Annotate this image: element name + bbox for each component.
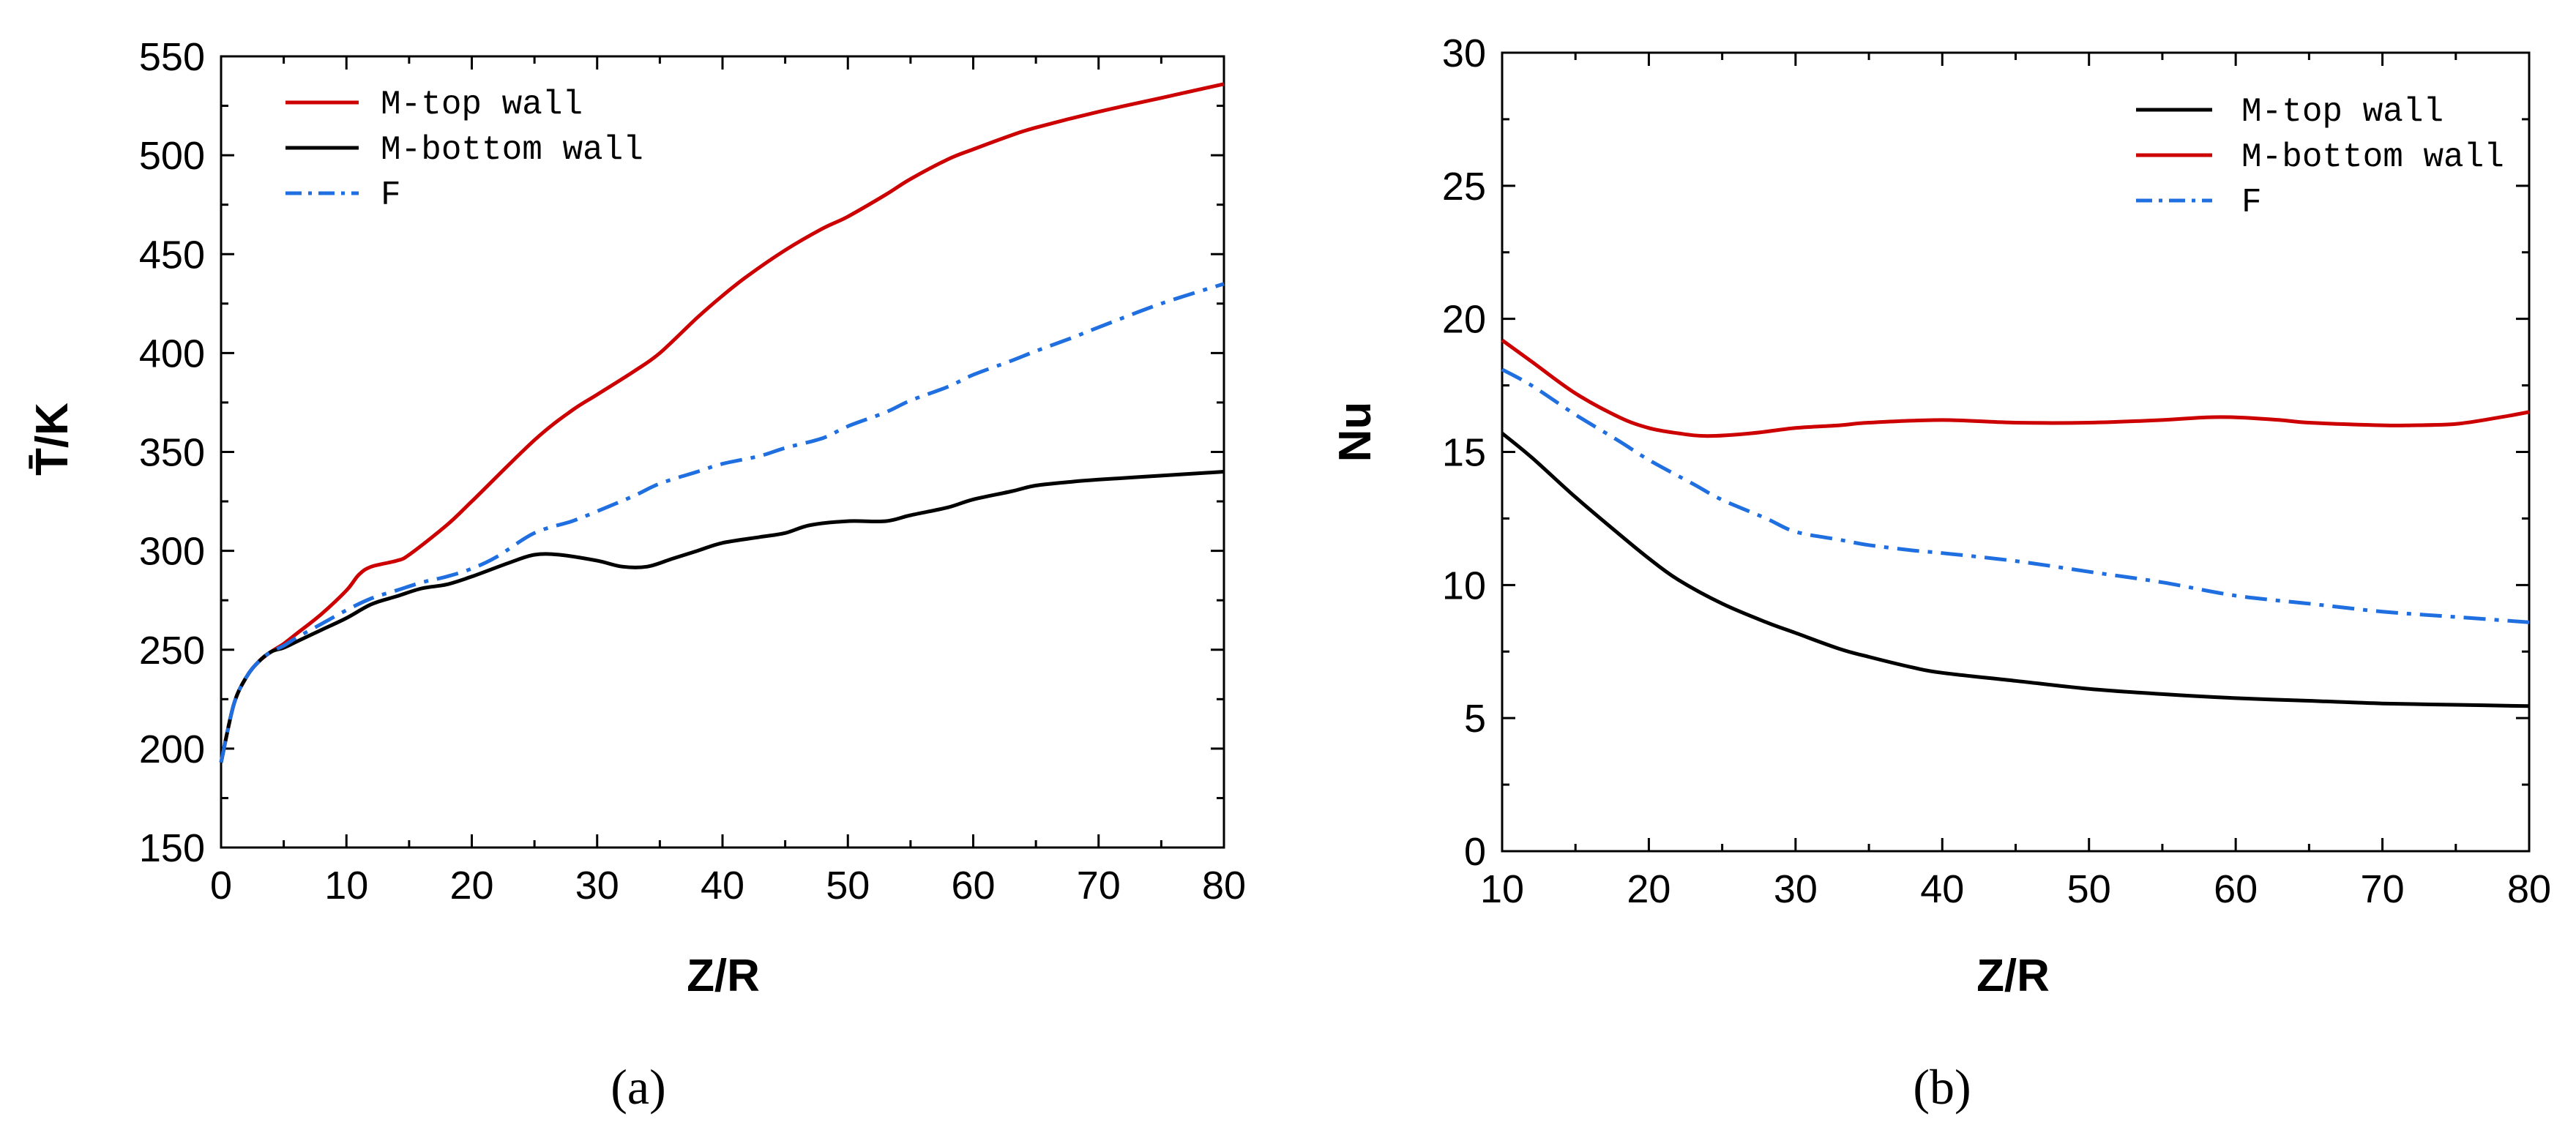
y-tick-label: 15: [1442, 431, 1486, 475]
x-axis-title-a: Z/R: [687, 951, 760, 1001]
series-line-m-bottom-wall: [1501, 338, 2530, 438]
legend-label: F: [2241, 184, 2262, 222]
series-line-m-bottom-wall: [219, 470, 1225, 763]
x-tick-label: 70: [1077, 864, 1121, 908]
y-tick-label: 400: [139, 332, 205, 375]
series-line-f: [1501, 367, 2530, 624]
y-tick-label: 25: [1442, 165, 1486, 209]
x-tick-label: 40: [701, 864, 744, 908]
legend-label: M-top wall: [2241, 93, 2444, 131]
x-tick-label: 60: [951, 864, 995, 908]
y-axis-title-a: T̄/K: [27, 403, 78, 476]
x-tick-label: 50: [826, 864, 870, 908]
y-tick-label: 200: [139, 727, 205, 771]
legend-label: F: [381, 176, 401, 214]
series-line-m-top-wall: [219, 82, 1225, 763]
y-tick-label: 350: [139, 431, 205, 475]
x-tick-label: 30: [575, 864, 619, 908]
plot-area-b: 10 20 30 40 50 60 70 80 0 5 10 15 20 25 30 M-top wall M-…: [1442, 31, 2551, 911]
y-tick-label: 300: [139, 530, 205, 574]
legend-label: M-bottom wall: [381, 131, 643, 169]
x-tick-label: 60: [2214, 867, 2258, 911]
x-tick-label: 20: [449, 864, 493, 908]
x-axis-title-b: Z/R: [1976, 951, 2050, 1001]
series-line-m-top-wall: [1501, 432, 2530, 708]
y-tick-label: 150: [139, 826, 205, 870]
series-line-f: [219, 282, 1225, 763]
x-tick-label: 0: [210, 864, 232, 908]
plot-frame: [220, 55, 1225, 849]
panel-label-a: (a): [611, 1059, 665, 1115]
y-tick-label: 500: [139, 134, 205, 178]
y-tick-label: 10: [1442, 564, 1486, 607]
legend-label: M-top wall: [381, 86, 583, 124]
chart-panel-b: 10 20 30 40 50 60 70 80 0 5 10 15 20 25 30 M-top wall M-…: [1330, 31, 2551, 1115]
y-tick-label: 0: [1464, 830, 1486, 874]
plot-area-a: 0 10 20 30 40 50 60 70 80 150 200 250 300 350 400 450 50…: [139, 35, 1246, 908]
x-tick-label: 20: [1627, 867, 1670, 911]
panel-label-b: (b): [1913, 1059, 1971, 1115]
x-tick-label: 10: [324, 864, 368, 908]
chart-panel-a: 0 10 20 30 40 50 60 70 80 150 200 250 300 350 400 450 50…: [27, 35, 1246, 1115]
x-tick-label: 80: [1202, 864, 1246, 908]
x-tick-label: 10: [1480, 867, 1524, 911]
x-tick-label: 30: [1774, 867, 1818, 911]
x-tick-label: 40: [1920, 867, 1964, 911]
x-tick-label: 80: [2507, 867, 2551, 911]
x-tick-label: 70: [2361, 867, 2405, 911]
y-tick-label: 450: [139, 233, 205, 277]
y-tick-label: 5: [1464, 697, 1486, 741]
y-axis-title-b: Nu: [1330, 402, 1381, 463]
y-tick-label: 250: [139, 629, 205, 673]
y-tick-label: 20: [1442, 298, 1486, 342]
y-tick-label: 550: [139, 35, 205, 79]
legend-label: M-bottom wall: [2241, 138, 2504, 176]
x-tick-label: 50: [2067, 867, 2111, 911]
y-tick-label: 30: [1442, 31, 1486, 75]
